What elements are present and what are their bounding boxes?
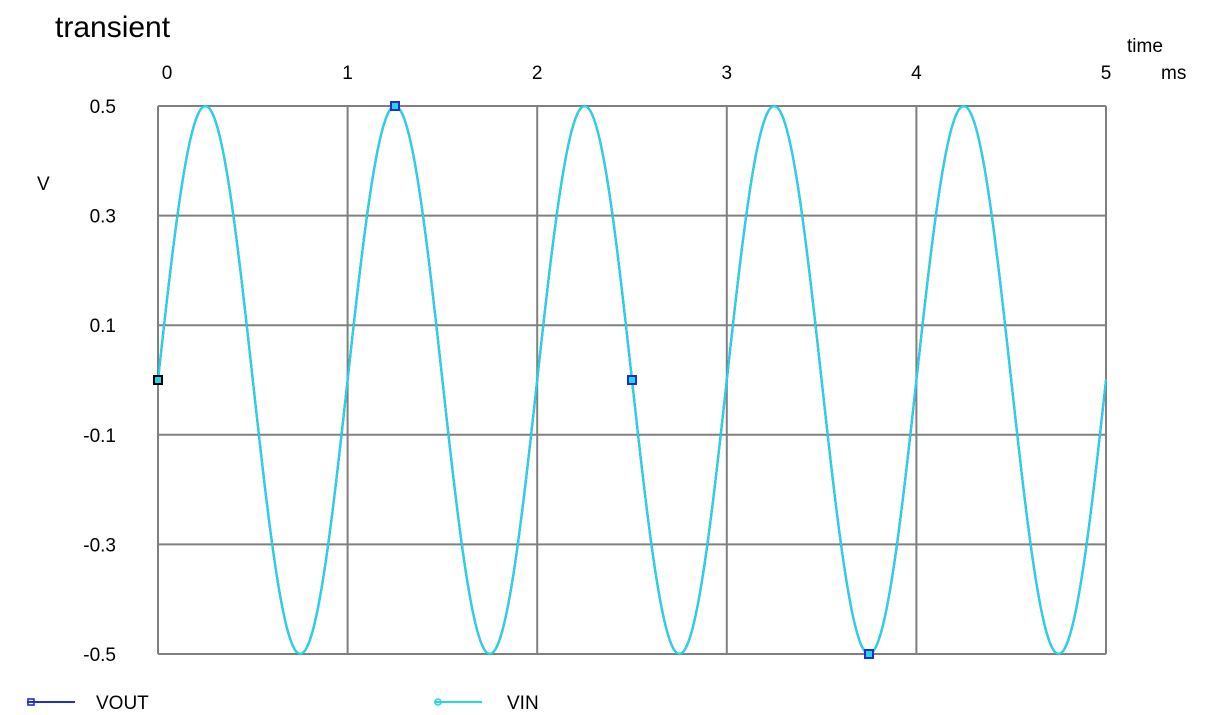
y-tick-label: 0.3 <box>90 207 116 228</box>
y-tick-label: 0.1 <box>90 316 116 337</box>
legend: VOUT VIN <box>27 693 539 714</box>
series <box>153 101 1108 659</box>
x-tick-label: 0 <box>162 63 173 84</box>
y-tick-label: 0.5 <box>90 97 116 118</box>
legend-label-vin: VIN <box>507 693 539 714</box>
chart-title: transient <box>55 11 171 44</box>
x-tick-label: 3 <box>722 63 733 84</box>
vout-marker <box>627 375 637 385</box>
vout-marker <box>153 375 163 385</box>
legend-vin-marker-icon <box>434 698 442 706</box>
y-tick-label: -0.3 <box>83 535 116 556</box>
x-tick-label: 5 <box>1101 63 1112 84</box>
y-axis-label: V <box>37 174 50 195</box>
y-tick-label: -0.1 <box>83 426 116 447</box>
x-tick-label: 2 <box>532 63 543 84</box>
x-axis-label: time <box>1127 36 1163 57</box>
x-axis-unit: ms <box>1161 63 1186 84</box>
vout-marker <box>390 101 400 111</box>
vout-marker <box>864 649 874 659</box>
legend-vout-marker-icon <box>27 698 35 706</box>
legend-label-vout: VOUT <box>96 693 149 714</box>
tick-labels: 0 1 2 3 4 5 0.5 0.3 0.1 -0.1 -0.3 -0.5 <box>83 63 1111 666</box>
x-tick-label: 1 <box>342 63 353 84</box>
y-tick-label: -0.5 <box>83 645 116 666</box>
x-tick-label: 4 <box>911 63 922 84</box>
